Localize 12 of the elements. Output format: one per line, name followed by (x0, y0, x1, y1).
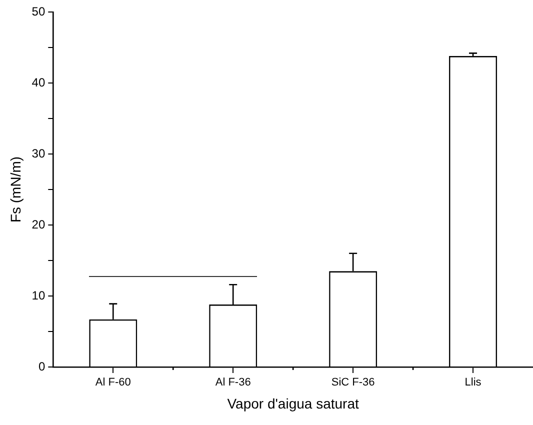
y-tick-label: 10 (32, 288, 46, 302)
y-tick-label: 40 (32, 75, 46, 90)
x-axis-title: Vapor d'aigua saturat (227, 395, 359, 412)
y-tick-label: 20 (32, 217, 46, 232)
y-axis-title: Fs (mN/m) (7, 156, 24, 223)
x-tick-label: SiC F-36 (331, 376, 375, 389)
x-tick-label: Llis (464, 376, 482, 389)
y-tick-label: 30 (32, 146, 46, 160)
y-tick-label: 50 (32, 4, 46, 18)
y-tick-label: 0 (38, 359, 46, 374)
x-tick-label: Al F-60 (95, 376, 131, 389)
x-tick-label: Al F-36 (215, 376, 251, 389)
